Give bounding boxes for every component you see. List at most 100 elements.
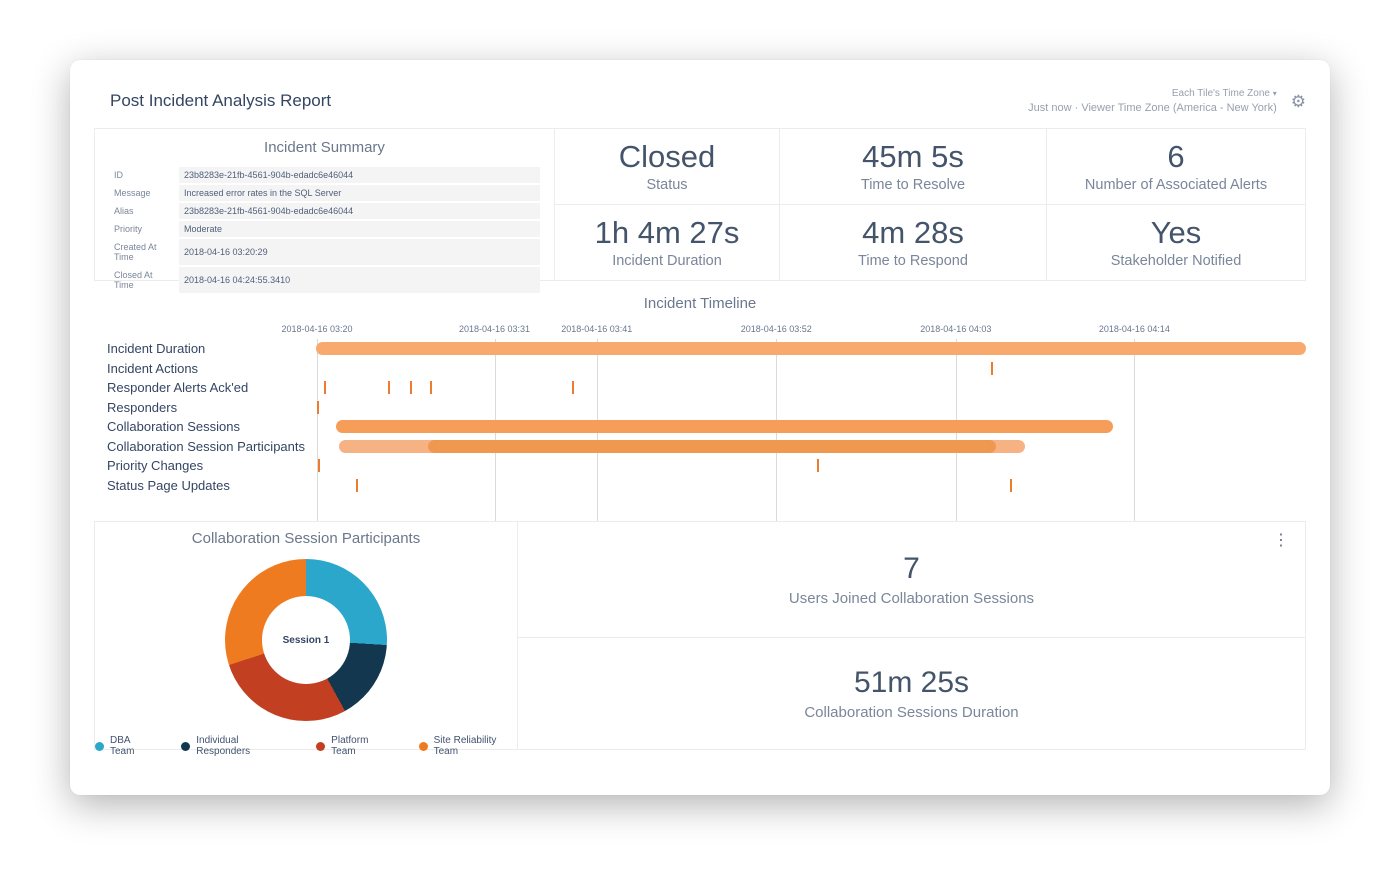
timeline-tick [323, 381, 326, 395]
summary-row: Closed At Time 2018-04-16 04:24:55.3410 [109, 267, 540, 293]
donut-hole: Session 1 [262, 596, 350, 684]
timeline-row-label: Responders [107, 399, 178, 415]
collab-duration-value: 51m 25s [853, 666, 970, 699]
timeline-row-label: Priority Changes [107, 458, 204, 474]
timeline-axis-label: 2018-04-16 04:14 [1098, 324, 1170, 334]
collab-duration-label: Collaboration Sessions Duration [804, 704, 1019, 721]
incident-timeline-title: Incident Timeline [643, 295, 757, 312]
timeline-tick [430, 381, 433, 395]
timeline-row-plot [314, 439, 1306, 453]
stat-label: Stakeholder Notified [1110, 252, 1242, 269]
summary-label: Priority [114, 224, 143, 234]
timeline-gridline [316, 339, 318, 521]
chevron-down-icon: ▾ [1272, 89, 1277, 98]
timeline-row-label: Incident Actions [107, 360, 199, 376]
dashboard-card: Post Incident Analysis Report Each Tile'… [70, 60, 1330, 795]
legend-label: Site Reliability Team [433, 735, 497, 757]
card-header: Post Incident Analysis Report Each Tile'… [70, 60, 1330, 128]
tile-timezone-selector[interactable]: Each Tile's Time Zone ▾ [1028, 88, 1277, 99]
timeline-tick [1010, 478, 1013, 492]
legend-item[interactable]: DBA Team [95, 735, 153, 757]
timeline-row-label: Incident Duration [107, 341, 206, 357]
timeline-tick [316, 400, 319, 414]
donut-center-label: Session 1 [282, 634, 330, 646]
summary-value: Moderate [179, 221, 540, 237]
stat-label: Number of Associated Alerts [1084, 176, 1268, 193]
incident-timeline-tile: Incident Timeline 2018-04-16 03:20 2018-0… [94, 285, 1306, 521]
timeline-row: Responders [94, 398, 1306, 418]
timeline-row-plot [314, 420, 1306, 434]
timeline-row-plot [314, 400, 1306, 414]
stat-value: Yes [1150, 215, 1202, 251]
timeline-bar [335, 420, 1113, 434]
legend-dot-icon [418, 741, 428, 751]
gear-icon[interactable]: ⚙ [1290, 91, 1306, 111]
participants-donut-chart: Session 1 [225, 559, 387, 721]
stat-tile-status: Closed Status [555, 129, 780, 205]
summary-row: Alias 23b8283e-21fb-4561-904b-edadc6e460… [109, 203, 540, 219]
timeline-row: Collaboration Sessions [94, 417, 1306, 437]
summary-label: ID [114, 170, 123, 180]
summary-row: Created At Time 2018-04-16 03:20:29 [109, 239, 540, 265]
timeline-tick [317, 459, 320, 473]
legend-dot-icon [95, 741, 104, 751]
timeline-axis-label: 2018-04-16 03:31 [459, 324, 531, 334]
stat-value: Closed [618, 139, 716, 175]
participants-chart-title: Collaboration Session Participants [191, 530, 421, 547]
summary-value: 2018-04-16 04:24:55.3410 [179, 267, 540, 293]
collab-duration-tile: 51m 25s Collaboration Sessions Duration [518, 638, 1306, 750]
legend-item[interactable]: Platform Team [316, 735, 390, 757]
legend-dot-icon [316, 741, 326, 751]
legend-label: DBA Team [110, 735, 135, 757]
timeline-rows: Incident Duration Incident Actions Respond… [94, 339, 1306, 495]
users-joined-value: 7 [903, 552, 920, 585]
timeline-axis-label: 2018-04-16 03:52 [740, 324, 812, 334]
stat-tile-time-to-resolve: 45m 5s Time to Resolve [780, 129, 1047, 205]
collaboration-participants-tile: Collaboration Session Participants Sessi… [95, 522, 518, 757]
stat-label: Time to Resolve [860, 176, 966, 193]
summary-value: Increased error rates in the SQL Server [179, 185, 540, 201]
timeline-row: Collaboration Session Participants [94, 437, 1306, 457]
timeline-tick [355, 478, 358, 492]
timeline-axis-label: 2018-04-16 03:41 [561, 324, 633, 334]
timeline-row-plot [314, 381, 1306, 395]
timeline-tick [816, 459, 819, 473]
summary-row: Priority Moderate [109, 221, 540, 237]
timeline-tick [571, 381, 574, 395]
summary-label: Message [114, 188, 151, 198]
summary-value: 23b8283e-21fb-4561-904b-edadc6e46044 [179, 167, 540, 183]
timeline-row-label: Status Page Updates [107, 477, 230, 493]
participants-legend: DBA Team Individual Responders Platform Te… [95, 735, 517, 757]
stat-label: Status [646, 176, 688, 193]
stat-label: Incident Duration [612, 252, 722, 269]
legend-item[interactable]: Site Reliability Team [418, 735, 517, 757]
summary-value: 2018-04-16 03:20:29 [179, 239, 540, 265]
users-joined-label: Users Joined Collaboration Sessions [788, 590, 1035, 607]
summary-row: ID 23b8283e-21fb-4561-904b-edadc6e46044 [109, 167, 540, 183]
legend-label: Individual Responders [196, 735, 251, 757]
refresh-status: Just now · Viewer Time Zone (America - N… [1028, 102, 1277, 114]
stat-value: 45m 5s [862, 139, 964, 175]
timeline-row-label: Collaboration Sessions [107, 419, 240, 435]
timeline-row: Incident Duration [94, 339, 1306, 359]
incident-summary-tile: Incident Summary ID 23b8283e-21fb-4561-9… [95, 129, 555, 293]
incident-summary-title: Incident Summary [264, 139, 385, 156]
legend-dot-icon [181, 741, 191, 751]
legend-item[interactable]: Individual Responders [181, 735, 288, 757]
top-stats-grid: Incident Summary ID 23b8283e-21fb-4561-9… [94, 128, 1306, 293]
kebab-menu-icon[interactable]: ⋮ [1273, 532, 1289, 549]
timeline-row-plot [314, 478, 1306, 492]
summary-label: Closed At Time [114, 270, 153, 290]
users-joined-tile: ⋮ 7 Users Joined Collaboration Sessions [518, 522, 1306, 638]
timeline-row-label: Collaboration Session Participants [107, 438, 305, 454]
timeline-bar [428, 439, 997, 453]
tile-timezone-label: Each Tile's Time Zone [1171, 88, 1270, 99]
timeline-row: Status Page Updates [94, 476, 1306, 496]
summary-value: 23b8283e-21fb-4561-904b-edadc6e46044 [179, 203, 540, 219]
timeline-gridline [1134, 339, 1136, 521]
incident-summary-table: ID 23b8283e-21fb-4561-904b-edadc6e46044 … [109, 165, 540, 295]
page-title: Post Incident Analysis Report [110, 91, 332, 110]
timeline-row-label: Responder Alerts Ack'ed [107, 380, 249, 396]
summary-label: Created At Time [114, 242, 157, 262]
timeline-axis-label: 2018-04-16 03:20 [281, 324, 353, 334]
